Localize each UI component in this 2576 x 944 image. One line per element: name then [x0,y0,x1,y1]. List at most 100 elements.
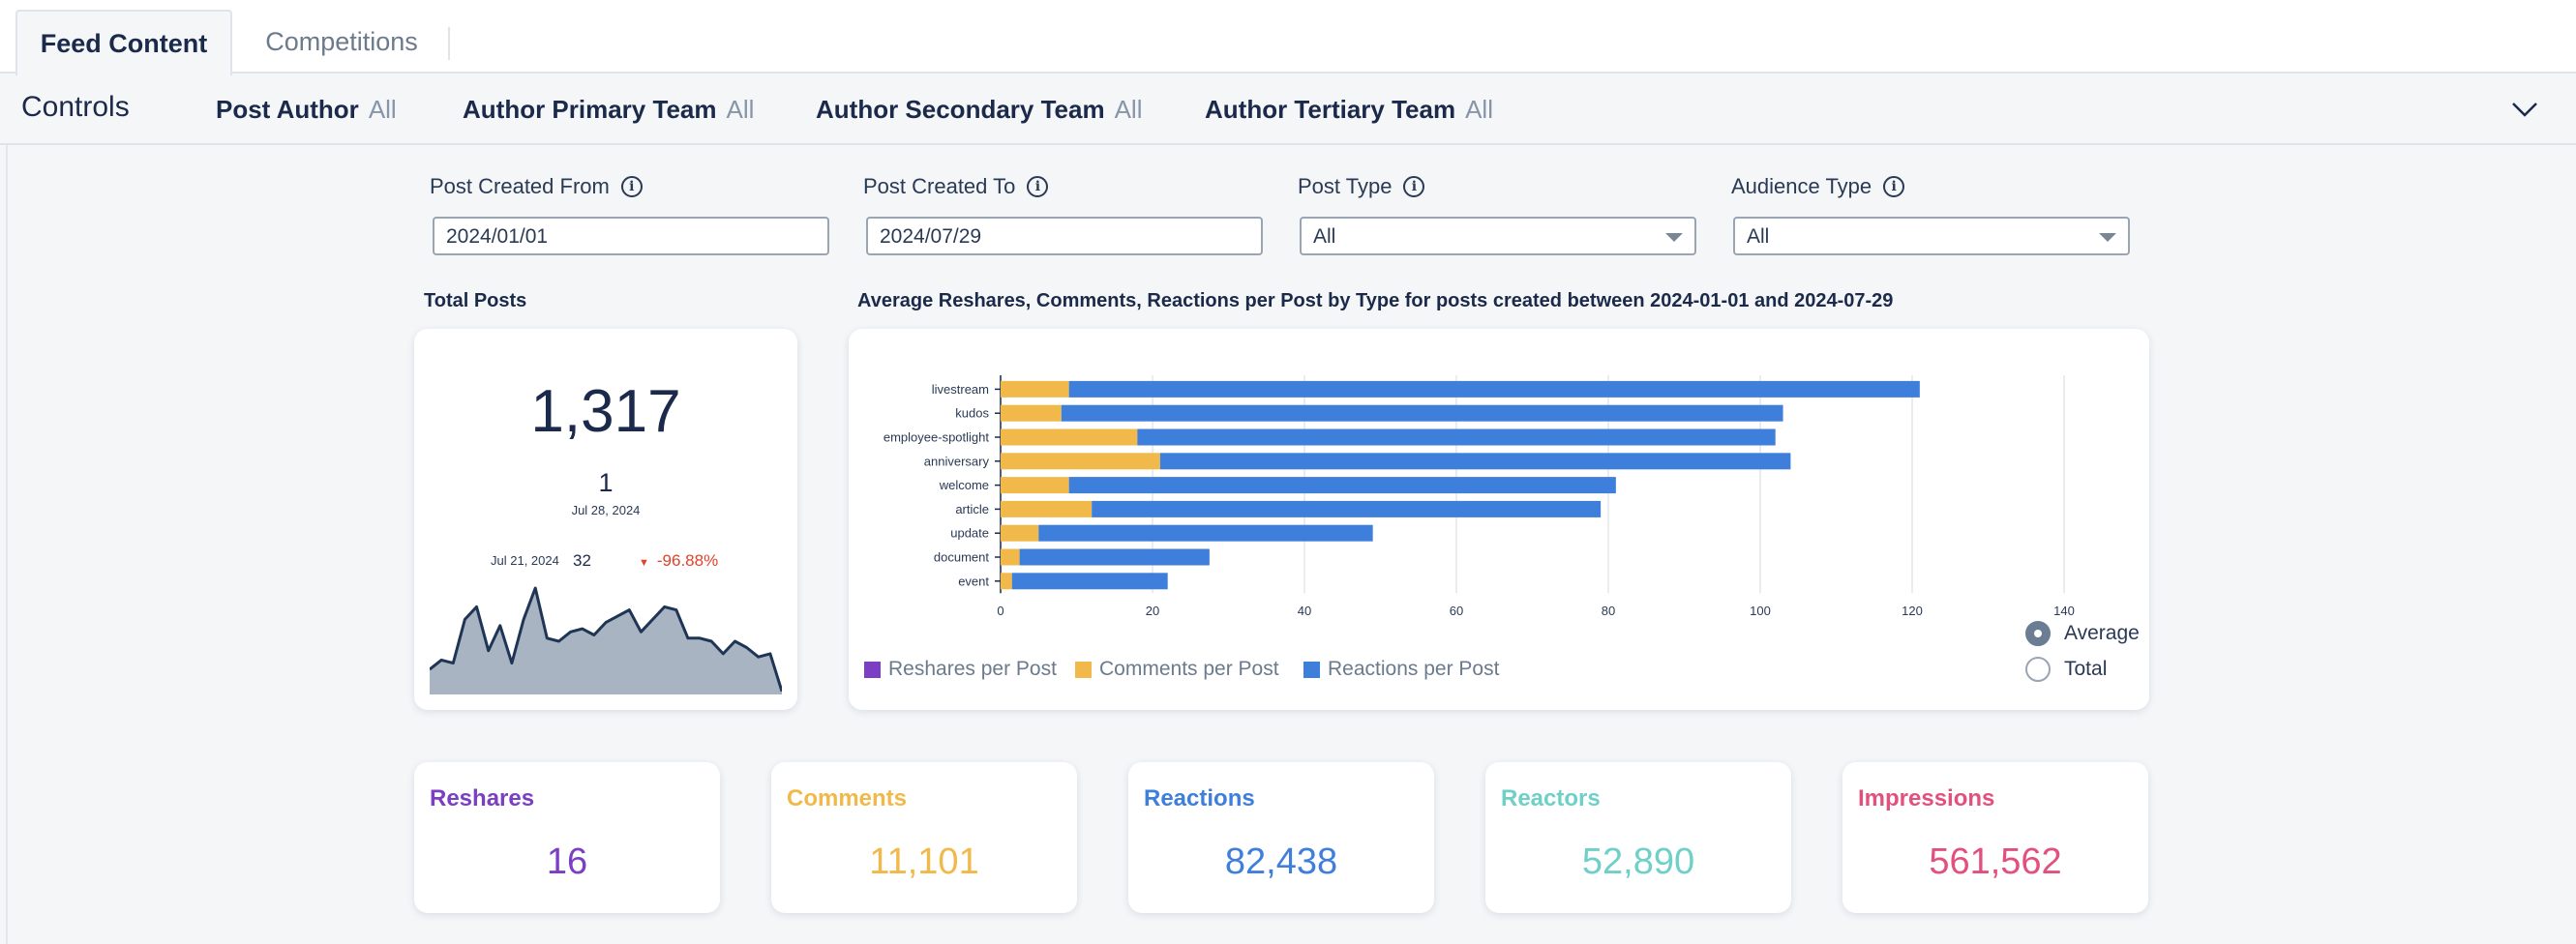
filter-label: Post Author [216,95,359,124]
caret-down-icon [1665,233,1683,242]
tab-bar: Feed Content Competitions [0,0,2576,75]
sparkline-area [430,588,782,694]
kpi-card-comments: Comments 11,101 [771,762,1077,913]
kpi-title: Reshares [430,785,535,811]
posts-sparkline[interactable] [430,571,782,696]
legend-comments[interactable]: Comments per Post [1075,658,1279,681]
chevron-down-icon[interactable] [2510,95,2539,124]
legend-label: Reactions per Post [1328,658,1500,680]
filter-value: All [1465,95,1493,124]
bar-segment[interactable] [1001,548,1020,566]
filter-value: All [726,95,755,124]
filter-value: All [1114,95,1143,124]
total-posts-title: Total Posts [424,290,527,311]
filter-author-tertiary-team[interactable]: Author Tertiary Team All [1205,95,1493,125]
filter-value: All [368,95,397,124]
radio-total[interactable]: Total [2025,657,2107,682]
info-icon[interactable]: i [1883,176,1905,197]
legend-label: Comments per Post [1099,658,1279,680]
kpi-title: Comments [787,785,908,811]
chart-title: Average Reshares, Comments, Reactions pe… [857,290,1894,311]
audience-type-select[interactable]: All [1733,217,2130,255]
radio-label: Average [2064,622,2140,644]
y-tick-label: document [934,550,989,565]
bar-segment[interactable] [1092,500,1602,517]
x-tick-label: 120 [1902,604,1923,618]
post-created-to-label: Post Created To i [863,174,1049,199]
delta-value: -96.88% [656,551,719,570]
bar-segment[interactable] [1001,500,1093,517]
radio-button-selected[interactable] [2025,621,2051,646]
y-tick-label: event [958,574,989,588]
filter-author-primary-team[interactable]: Author Primary Team All [463,95,754,125]
bar-segment[interactable] [1001,453,1160,470]
bar-segment[interactable] [1159,453,1791,470]
legend-swatch [1075,661,1092,678]
radio-average[interactable]: Average [2025,621,2140,646]
x-tick-label: 140 [2053,604,2075,618]
bar-segment[interactable] [1001,380,1069,398]
reactions-chart-card: 0 20 40 60 80 100 120 140 livestream kudos employe… [849,329,2149,710]
audience-type-label: Audience Type i [1731,174,1905,199]
tab-divider [448,27,450,60]
bar-segment[interactable] [1001,477,1069,494]
filter-author-secondary-team[interactable]: Author Secondary Team All [816,95,1143,125]
kpi-title: Reactors [1501,785,1601,811]
bar-segment[interactable] [1001,404,1062,422]
filter-label: Author Tertiary Team [1205,95,1456,124]
kpi-card-reactors: Reactors 52,890 [1485,762,1791,913]
radio-button[interactable] [2025,657,2051,682]
bar-segment[interactable] [1019,548,1210,566]
delta-badge: ▼ -96.88% [639,551,718,571]
y-tick-label: anniversary [924,454,990,468]
total-posts-value: 1,317 [530,378,681,445]
bar-segment[interactable] [1061,404,1783,422]
latest-posts-date: Jul 28, 2024 [571,503,641,517]
audience-type-value: All [1747,225,1770,248]
legend-reactions[interactable]: Reactions per Post [1303,658,1499,681]
tab-feed-content[interactable]: Feed Content [15,10,232,75]
caret-down-icon: ▼ [639,557,649,569]
bar-segment[interactable] [1038,524,1373,542]
info-icon[interactable]: i [1027,176,1049,197]
controls-bar[interactable]: Controls Post Author All Author Primary T… [0,75,2576,145]
x-tick-label: 80 [1602,604,1615,618]
bar-segment[interactable] [1137,428,1776,446]
legend-reshares[interactable]: Reshares per Post [864,658,1057,681]
stacked-bar-chart[interactable]: 0 20 40 60 80 100 120 140 livestream kudos employe… [849,329,2149,648]
post-type-select[interactable]: All [1300,217,1696,255]
kpi-value: 52,890 [1581,841,1695,882]
bar-segment[interactable] [1068,477,1616,494]
info-icon[interactable]: i [620,176,643,197]
compare-date: Jul 21, 2024 [491,553,559,568]
bar-segment[interactable] [1068,380,1920,398]
x-tick-label: 20 [1146,604,1159,618]
bar-segment[interactable] [1001,524,1039,542]
left-divider [6,145,8,944]
sparkline-line [430,586,782,693]
filter-label: Author Secondary Team [816,95,1105,124]
y-tick-label: article [955,502,989,516]
kpi-card-reactions: Reactions 82,438 [1128,762,1434,913]
legend-label: Reshares per Post [888,658,1057,680]
bar-segment[interactable] [1001,428,1138,446]
y-tick-label: livestream [932,382,989,397]
x-tick-label: 60 [1450,604,1463,618]
bar-segment[interactable] [1011,573,1168,590]
compare-value: 32 [573,551,591,570]
post-created-from-input[interactable]: 2024/01/01 [433,217,829,255]
x-tick-label: 0 [997,604,1003,618]
info-icon[interactable]: i [1403,176,1425,197]
post-created-from-label: Post Created From i [430,174,643,199]
legend-swatch [1303,661,1320,678]
kpi-card-impressions: Impressions 561,562 [1842,762,2148,913]
kpi-title: Reactions [1144,785,1255,811]
filter-post-author[interactable]: Post Author All [216,95,397,125]
tab-competitions[interactable]: Competitions [265,26,418,56]
bar-segment[interactable] [1001,573,1012,590]
y-tick-label: welcome [939,478,989,492]
kpi-value: 82,438 [1224,841,1338,882]
post-created-to-input[interactable]: 2024/07/29 [866,217,1263,255]
x-tick-label: 40 [1298,604,1311,618]
kpi-value: 16 [546,841,588,882]
